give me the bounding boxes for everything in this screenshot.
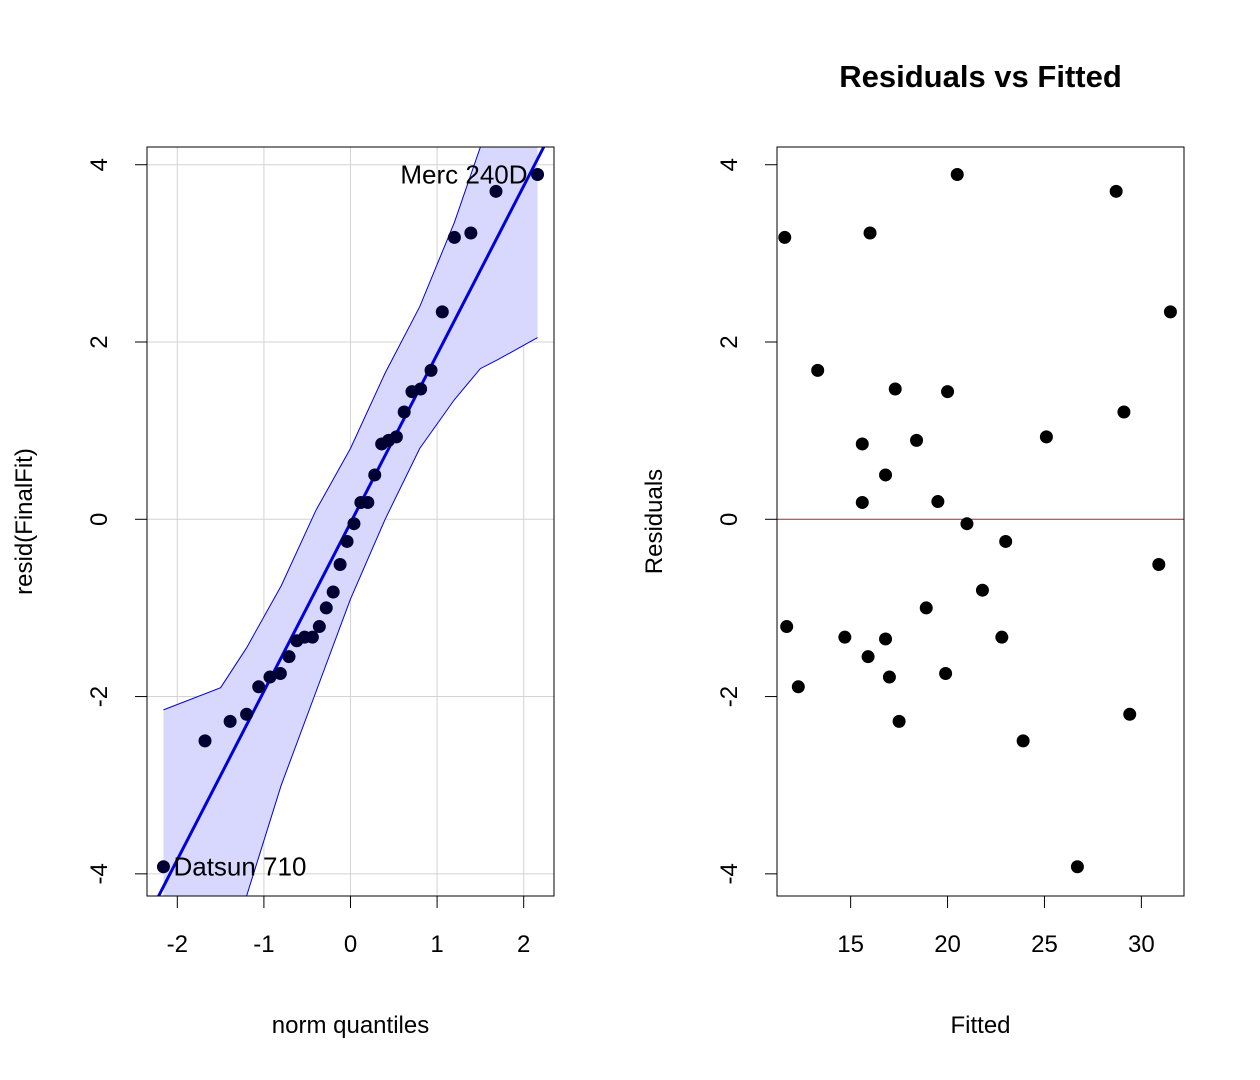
point-label: Datsun 710 [173, 852, 306, 882]
residual-point [791, 680, 805, 694]
residual-point [1070, 860, 1084, 874]
x-tick-label: -2 [167, 931, 188, 958]
qq-point [263, 670, 277, 684]
x-tick-label: 30 [1128, 931, 1155, 958]
qq-plot-panel: Merc 240D Datsun 710 -2 -1 0 1 2 -4 -2 0 2 4 norm… [11, 146, 555, 1039]
qq-point-labels: Merc 240D Datsun 710 [173, 159, 527, 881]
qq-point [319, 601, 333, 615]
residual-points [778, 167, 1177, 874]
qq-point [198, 734, 212, 748]
qq-points [156, 167, 545, 874]
y-tick-label: 2 [86, 335, 113, 348]
qq-point [340, 534, 354, 548]
qq-point [447, 230, 461, 244]
qq-point [424, 363, 438, 377]
residual-point [919, 601, 933, 615]
qq-point [531, 167, 545, 181]
qq-point [282, 650, 296, 664]
y-tick-label: 0 [716, 513, 743, 526]
y-tick-label: -4 [86, 863, 113, 884]
y-tick-label: -4 [716, 863, 743, 884]
residual-point [950, 167, 964, 181]
residual-point [910, 433, 924, 447]
residual-point [892, 714, 906, 728]
y-tick-label: 4 [86, 158, 113, 171]
residual-point [960, 517, 974, 531]
fitted-x-axis: 15 20 25 30 [837, 895, 1155, 958]
residual-point [1152, 557, 1166, 571]
residual-point [811, 363, 825, 377]
x-tick-label: 1 [430, 931, 443, 958]
y-tick-label: 4 [716, 158, 743, 171]
residual-point [1163, 305, 1177, 319]
residual-point [1123, 707, 1137, 721]
residual-point [778, 230, 792, 244]
y-tick-label: -2 [86, 686, 113, 707]
qq-point [252, 680, 266, 694]
residual-point [999, 534, 1013, 548]
residual-point [939, 667, 953, 681]
qq-point [223, 714, 237, 728]
fitted-axis-label: Fitted [950, 1012, 1010, 1039]
residuals-y-axis: -4 -2 0 2 4 [716, 158, 778, 885]
residuals-axis-label: Residuals [641, 469, 668, 574]
qq-point [312, 620, 326, 634]
residual-point [941, 385, 955, 399]
residuals-vs-fitted-title: Residuals vs Fitted [839, 59, 1122, 94]
qq-point [333, 557, 347, 571]
qq-point [464, 226, 478, 240]
qq-point [414, 382, 428, 396]
x-tick-label: 25 [1031, 931, 1058, 958]
qq-point [305, 630, 319, 644]
qq-point [389, 430, 403, 444]
residual-point [1117, 405, 1131, 419]
residual-point [855, 495, 869, 509]
residual-point [1109, 184, 1123, 198]
x-tick-label: -1 [253, 931, 274, 958]
qq-y-axis: -4 -2 0 2 4 [86, 158, 148, 885]
residual-point [1016, 734, 1030, 748]
residual-point [863, 226, 877, 240]
qq-y-axis-label: resid(FinalFit) [11, 448, 38, 595]
residual-point [855, 437, 869, 451]
residual-point [780, 620, 794, 634]
qq-point [240, 707, 254, 721]
qq-point [368, 468, 382, 482]
residual-point [879, 468, 893, 482]
residual-point [995, 630, 1009, 644]
residuals-vs-fitted-panel: Residuals vs Fitted 15 20 25 30 -4 -2 0 2 4 Fit… [641, 59, 1185, 1039]
x-tick-label: 0 [344, 931, 357, 958]
qq-point [273, 667, 287, 681]
qq-point [435, 305, 449, 319]
point-label: Merc 240D [400, 159, 527, 189]
qq-x-axis-label: norm quantiles [272, 1012, 429, 1039]
qq-point [361, 495, 375, 509]
y-tick-label: 2 [716, 335, 743, 348]
residual-point [838, 630, 852, 644]
residual-point [882, 670, 896, 684]
residual-point [931, 495, 945, 509]
qq-point [156, 860, 170, 874]
y-tick-label: -2 [716, 686, 743, 707]
residual-point [861, 650, 875, 664]
residual-plot-frame [776, 146, 1185, 897]
qq-point [397, 405, 411, 419]
qq-x-axis: -2 -1 0 1 2 [167, 895, 530, 958]
qq-point [489, 184, 503, 198]
residual-point [888, 382, 902, 396]
x-tick-label: 2 [517, 931, 530, 958]
qq-point [347, 517, 361, 531]
residual-point [1039, 430, 1053, 444]
x-tick-label: 20 [934, 931, 961, 958]
x-tick-label: 15 [837, 931, 864, 958]
residual-point [879, 632, 893, 646]
residual-point [975, 583, 989, 597]
qq-point [326, 585, 340, 599]
y-tick-label: 0 [86, 513, 113, 526]
